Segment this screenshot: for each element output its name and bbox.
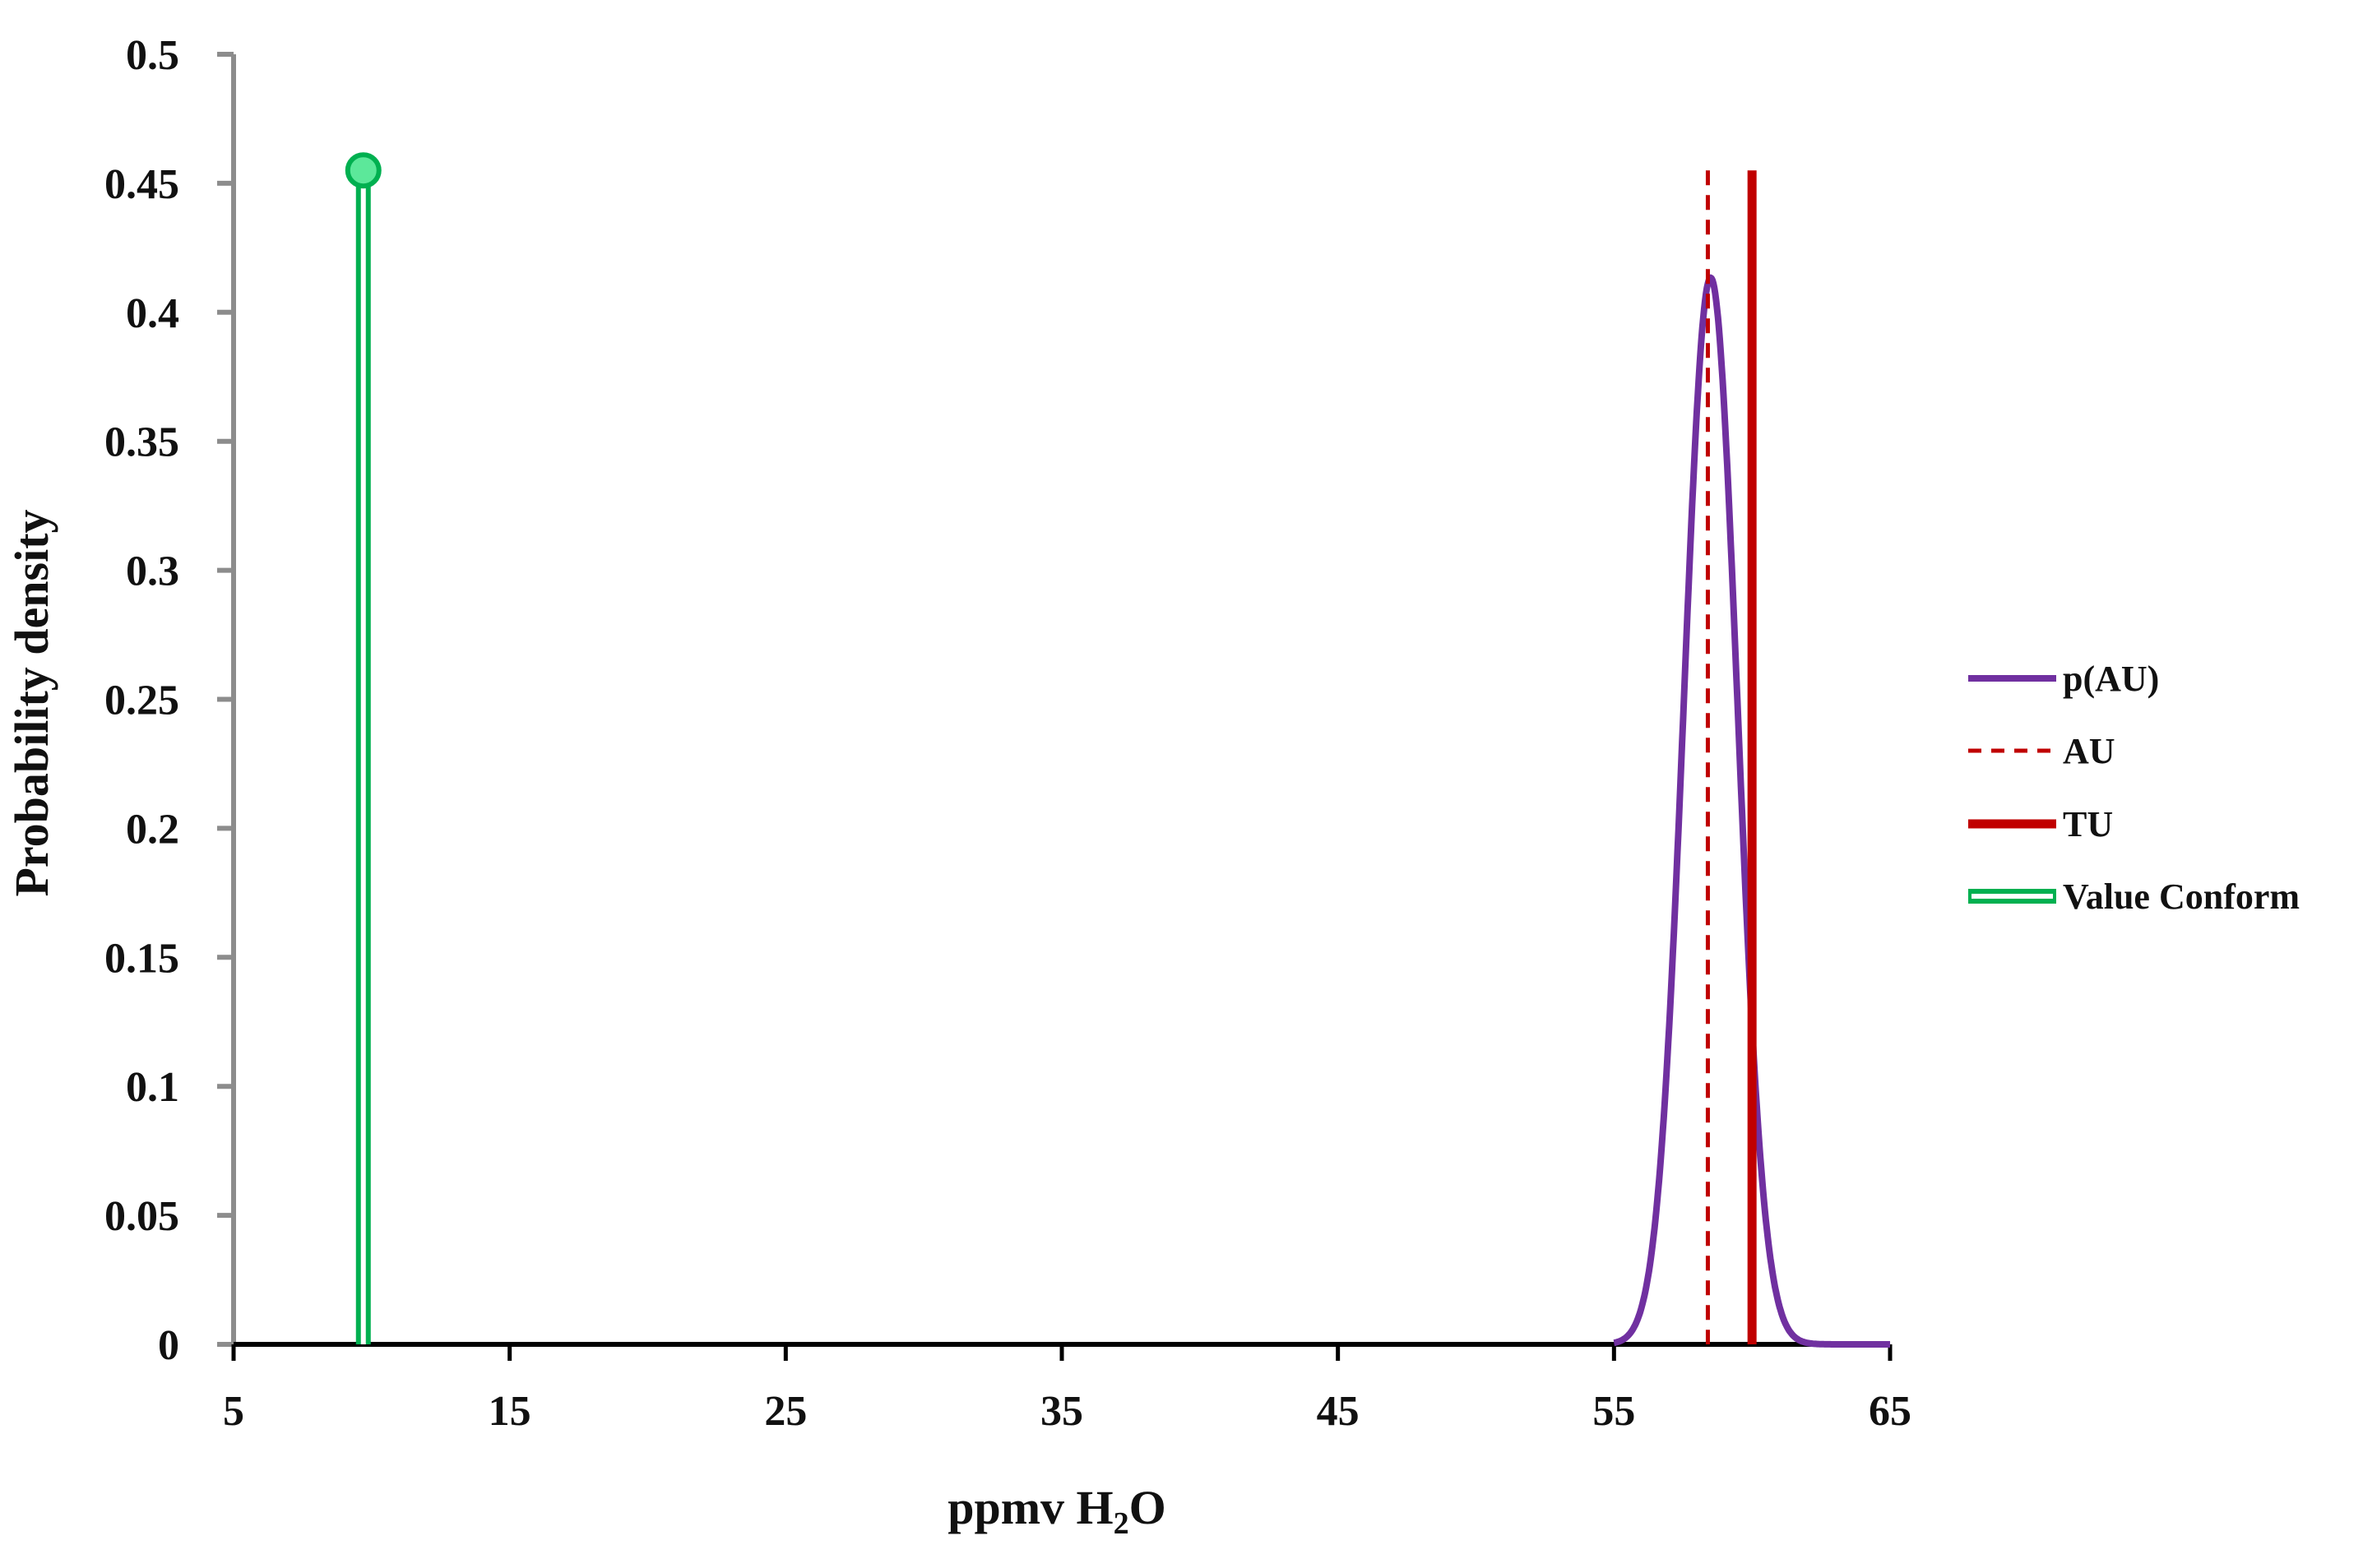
y-tick-label: 0.2 bbox=[126, 806, 179, 853]
y-tick-label: 0.35 bbox=[104, 419, 179, 466]
y-tick-label: 0.3 bbox=[126, 548, 179, 595]
x-tick-label: 55 bbox=[1592, 1388, 1635, 1435]
x-axis-title-main: ppmv H bbox=[948, 1481, 1113, 1534]
legend-label: TU bbox=[2063, 804, 2113, 844]
legend-label: AU bbox=[2063, 731, 2115, 771]
x-tick-label: 5 bbox=[223, 1388, 244, 1435]
y-tick-label: 0.15 bbox=[104, 935, 179, 982]
legend: p(AU) AU TU Value Conform bbox=[1968, 659, 2300, 917]
legend-label: Value Conform bbox=[2063, 877, 2300, 917]
x-tick-label: 45 bbox=[1317, 1388, 1360, 1435]
x-tick-label: 65 bbox=[1869, 1388, 1911, 1435]
x-axis: 5 15 25 35 45 55 65 bbox=[223, 1342, 1911, 1435]
legend-label: p(AU) bbox=[2063, 659, 2159, 699]
x-axis-title-subscript: 2 bbox=[1114, 1506, 1129, 1541]
y-tick-label: 0.05 bbox=[104, 1193, 179, 1240]
x-axis-title: ppmv H2O bbox=[948, 1481, 1166, 1541]
y-axis: 0 0.05 0.1 0.15 0.2 0.25 0.3 0.35 0.4 0.45 0.5 bbox=[104, 32, 236, 1369]
x-tick-label: 25 bbox=[764, 1388, 807, 1435]
series-layer bbox=[345, 152, 1893, 1348]
x-axis-title-tail: O bbox=[1129, 1481, 1166, 1534]
y-tick-label: 0.4 bbox=[126, 290, 179, 337]
y-tick-label: 0.1 bbox=[126, 1064, 179, 1111]
y-tick-label: 0.25 bbox=[104, 678, 179, 724]
y-tick-label: 0 bbox=[158, 1322, 179, 1369]
y-axis-title: Probability density bbox=[5, 509, 58, 896]
y-tick-label: 0.5 bbox=[126, 32, 179, 79]
x-tick-label: 35 bbox=[1040, 1388, 1083, 1435]
value-conform-marker bbox=[345, 152, 382, 189]
x-tick-label: 15 bbox=[489, 1388, 531, 1435]
y-tick-label: 0.45 bbox=[104, 161, 179, 208]
